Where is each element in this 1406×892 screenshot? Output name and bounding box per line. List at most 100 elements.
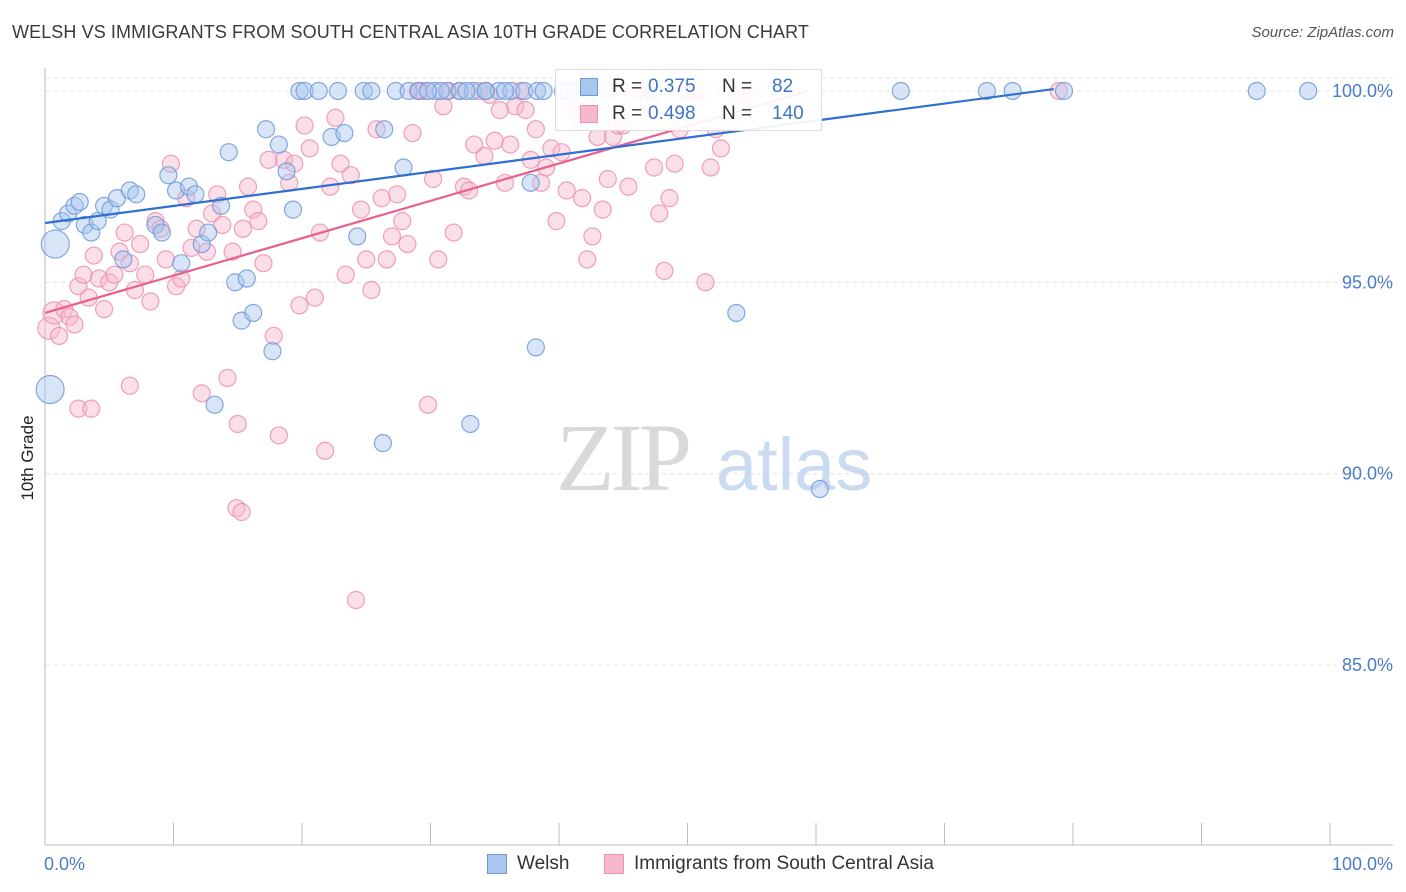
welsh-point [219, 143, 238, 162]
immigrants-point [362, 280, 381, 300]
welsh-point [431, 81, 450, 101]
welsh-point [495, 81, 515, 101]
immigrants-point [295, 116, 314, 135]
immigrants-point [249, 212, 268, 231]
legend-swatch-welsh [580, 78, 598, 96]
welsh-point [309, 81, 328, 101]
immigrants-point [346, 590, 366, 610]
immigrants-point [660, 189, 679, 208]
immigrants-point [42, 301, 66, 325]
legend-n-label: N = [722, 103, 753, 124]
immigrants-point [583, 227, 602, 246]
legend-n-label: N = [722, 76, 753, 97]
immigrants-point [352, 200, 371, 219]
immigrants-point [418, 395, 438, 414]
immigrants-point [372, 189, 391, 208]
welsh-point [418, 81, 438, 101]
welsh-point [199, 223, 218, 242]
immigrants-point [130, 234, 150, 254]
legend: R = 0.375 N = 82 R = 0.498 N = 140 [555, 69, 822, 131]
immigrants-point [573, 189, 592, 208]
immigrants-point [192, 384, 211, 403]
welsh-point [1054, 81, 1074, 101]
immigrants-point [316, 441, 335, 460]
immigrants-point [598, 169, 617, 189]
immigrants-point [429, 250, 448, 269]
immigrants-point [696, 273, 715, 292]
immigrants-point [269, 426, 288, 445]
welsh-point [521, 173, 540, 192]
welsh-point [70, 192, 89, 212]
immigrants-point [516, 101, 535, 120]
immigrants-point [232, 502, 251, 522]
welsh-point [40, 229, 70, 259]
welsh-point [277, 162, 296, 181]
immigrants-point [290, 296, 309, 315]
welsh-point [457, 81, 476, 101]
welsh-point [463, 81, 483, 101]
immigrants-point [357, 250, 376, 269]
bottom-legend-swatch-welsh [487, 854, 507, 874]
welsh-point [348, 227, 367, 246]
welsh-point [192, 234, 211, 254]
immigrants-point [398, 234, 417, 254]
bottom-legend-label-immigrants: Immigrants from South Central Asia [634, 853, 934, 874]
immigrants-point [161, 154, 181, 173]
immigrants-point [593, 200, 612, 219]
welsh-point [362, 81, 381, 101]
legend-n-value: 82 [772, 76, 794, 97]
watermark-atlas: atlas [716, 423, 872, 506]
immigrants-point [182, 238, 201, 257]
immigrants-point [254, 254, 273, 273]
welsh-point [386, 81, 405, 101]
y-tick-label: 95.0% [1342, 272, 1393, 292]
welsh-point [1299, 81, 1318, 101]
welsh-point [114, 250, 133, 269]
welsh-point [354, 81, 373, 101]
immigrants-point [382, 227, 402, 246]
welsh-point [328, 81, 348, 101]
immigrants-point [578, 250, 597, 269]
watermark: ZIP atlas [556, 404, 872, 511]
chart-title: WELSH VS IMMIGRANTS FROM SOUTH CENTRAL A… [12, 22, 809, 42]
bottom-legend: Welsh Immigrants from South Central Asia [0, 852, 1406, 878]
welsh-point [502, 81, 521, 101]
x-tick-label: 0.0% [44, 854, 85, 874]
bottom-legend-swatch-immigrants [604, 854, 624, 874]
welsh-point [489, 81, 508, 101]
immigrants-point [213, 215, 232, 235]
immigrants-point [490, 101, 509, 120]
legend-r-label: R = [612, 76, 643, 97]
welsh-point [335, 123, 354, 143]
welsh-point [977, 81, 997, 101]
immigrants-point [300, 139, 319, 158]
y-axis-label: 10th Grade [18, 415, 37, 500]
immigrants-point [701, 158, 720, 177]
immigrants-point [156, 250, 175, 269]
immigrants-point [105, 265, 124, 284]
immigrants-point [465, 135, 484, 154]
welsh-point [476, 81, 495, 101]
immigrants-point [84, 246, 103, 265]
welsh-point [82, 223, 101, 242]
immigrants-point [65, 315, 84, 334]
immigrants-point [50, 326, 69, 346]
immigrants-point [501, 135, 520, 154]
immigrants-point [95, 300, 114, 319]
immigrants-point [711, 139, 731, 158]
immigrants-point [650, 204, 669, 223]
welsh-point [159, 166, 178, 185]
welsh-point [152, 223, 172, 242]
immigrants-point [387, 185, 407, 204]
immigrants-point [115, 223, 134, 242]
welsh-point [810, 479, 829, 499]
immigrants-point [136, 265, 155, 284]
welsh-point [425, 81, 444, 101]
welsh-point [438, 81, 457, 101]
legend-swatch-immigrants [580, 105, 598, 123]
immigrants-point [89, 269, 109, 288]
immigrants-point [331, 154, 350, 173]
x-tick-label: 100.0% [1332, 854, 1393, 874]
welsh-point [450, 81, 470, 101]
